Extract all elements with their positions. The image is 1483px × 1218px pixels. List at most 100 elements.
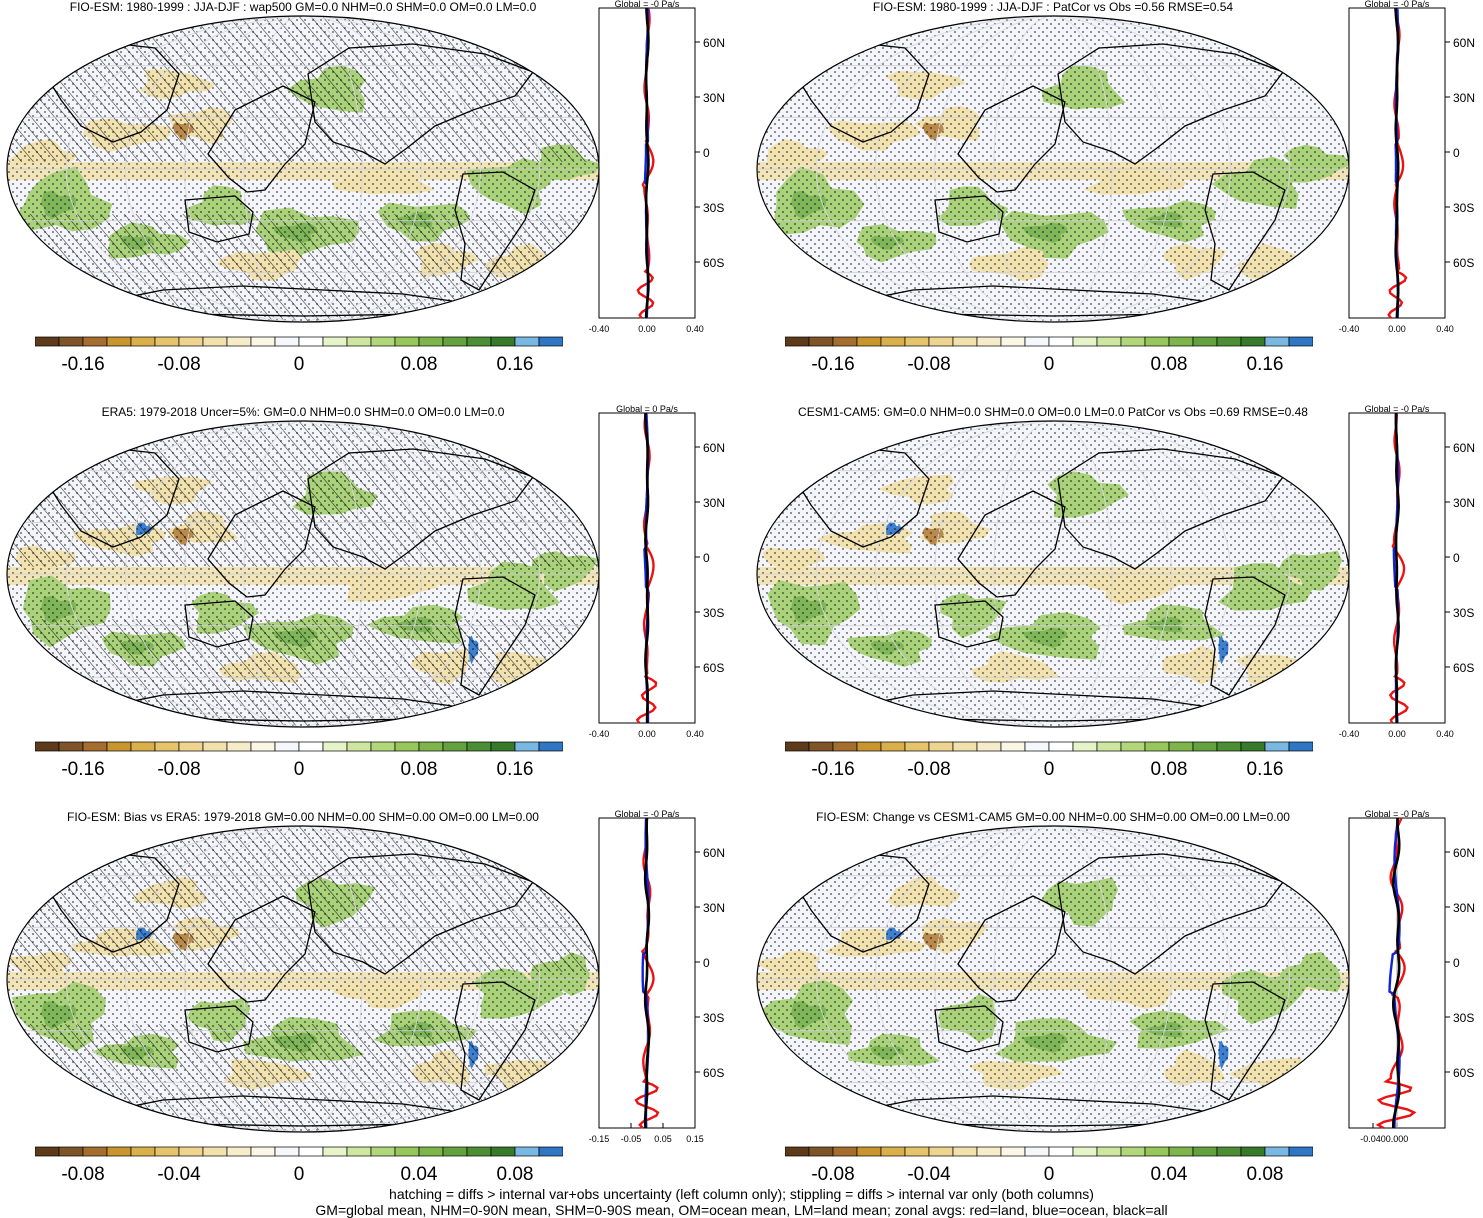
zonal-line-all (644, 412, 650, 724)
zonal-lat-label: 30N (1453, 91, 1475, 105)
zonal-lat-label: 60N (703, 846, 725, 860)
zonal-lat-label: 60S (703, 256, 724, 270)
colorbar-tick-label: -0.16 (61, 354, 104, 375)
zonal-plot-title: Global = -0 Pa/s (1365, 405, 1430, 414)
zonal-lat-label: 30N (1453, 901, 1475, 915)
colorbar: -0.08 -0.04 0 0.04 0.08 (785, 1146, 1313, 1185)
zonal-lat-label: 30S (703, 606, 724, 620)
panel-4: CESM1-CAM5: GM=0.0 NHM=0.0 SHM=0.0 OM=0.… (753, 405, 1483, 810)
zonal-x-tick-label: 0.00 (1388, 729, 1406, 739)
map-plot (6, 420, 600, 728)
colorbar-tick-label: -0.08 (907, 354, 950, 375)
colorbar-tick-label: 0.16 (497, 759, 534, 780)
zonal-line-all (1394, 412, 1400, 724)
map-plot (6, 825, 600, 1133)
zonal-lat-label: 0 (703, 146, 710, 160)
colorbar: -0.16 -0.08 0 0.08 0.16 (785, 336, 1313, 375)
panel-title: FIO-ESM: 1980-1999 : JJA-DJF : wap500 GM… (69, 0, 537, 14)
panel-3: ERA5: 1979-2018 Uncer=5%: GM=0.0 NHM=0.0… (3, 405, 743, 810)
colorbar-tick-label: 0.08 (1151, 759, 1188, 780)
zonal-lat-label: 0 (1453, 551, 1460, 565)
zonal-plot-title: Global = 0 Pa/s (616, 405, 678, 414)
zonal-plot-title: Global = -0 Pa/s (1365, 810, 1430, 819)
zonal-lat-label: 60S (703, 1066, 724, 1080)
zonal-lat-label: 30S (703, 201, 724, 215)
colorbar-tick-label: 0.04 (401, 1164, 438, 1185)
colorbar-tick-label: -0.04 (907, 1164, 951, 1185)
zonal-x-tick-label: 0.40 (1436, 324, 1454, 334)
colorbar-tick-label: 0 (1044, 354, 1055, 375)
footer-note-means: GM=global mean, NHM=0-90N mean, SHM=0-90… (315, 1202, 1168, 1218)
panel-6: FIO-ESM: Change vs CESM1-CAM5 GM=0.00 NH… (753, 810, 1483, 1215)
colorbar-tick-label: 0.08 (1247, 1164, 1284, 1185)
map-plot (6, 15, 600, 323)
zonal-lat-label: 0 (1453, 146, 1460, 160)
zonal-lat-label: 60N (1453, 441, 1475, 455)
footer-note-hatching: hatching = diffs > internal var+obs unce… (389, 1186, 1094, 1202)
colorbar: -0.16 -0.08 0 0.08 0.16 (35, 336, 563, 375)
zonal-x-tick-label: -0.05 (621, 1134, 642, 1144)
zonal-x-tick-label: 0.00 (1388, 324, 1406, 334)
map-plot (756, 420, 1350, 728)
map-plot (756, 825, 1350, 1133)
colorbar-tick-label: -0.08 (907, 759, 950, 780)
zonal-lat-label: 60N (1453, 36, 1475, 50)
zonal-x-tick-label: 0.00 (638, 729, 656, 739)
panel-2: FIO-ESM: 1980-1999 : JJA-DJF : PatCor vs… (753, 0, 1483, 405)
zonal-line-land (1388, 412, 1409, 724)
zonal-average-plot: Global = -0 Pa/s 60N 30N 0 30S 60S -0.40 0.00 0.… (1339, 405, 1475, 739)
zonal-lat-label: 60N (703, 36, 725, 50)
zonal-x-tick-label: 0.000 (1386, 1134, 1409, 1144)
zonal-x-tick-label: 0.40 (1436, 729, 1454, 739)
colorbar-tick-label: -0.08 (157, 354, 200, 375)
zonal-x-tick-label: 0.05 (654, 1134, 672, 1144)
colorbar-tick-label: 0.04 (1151, 1164, 1188, 1185)
panel-title: FIO-ESM: 1980-1999 : JJA-DJF : PatCor vs… (872, 0, 1234, 14)
colorbar-tick-label: 0 (294, 354, 305, 375)
zonal-lat-label: 60S (1453, 1066, 1474, 1080)
colorbar-tick-label: 0.16 (497, 354, 534, 375)
colorbar-tick-label: 0 (1044, 1164, 1055, 1185)
zonal-average-plot: Global = -0 Pa/s 60N 30N 0 30S 60S -0.040 0.000 (1348, 810, 1475, 1144)
colorbar-tick-label: 0 (1044, 759, 1055, 780)
zonal-x-tick-label: 0.40 (686, 729, 704, 739)
colorbar: -0.08 -0.04 0 0.04 0.08 (35, 1146, 563, 1185)
colorbar-tick-label: 0.16 (1247, 354, 1284, 375)
map-plot (756, 15, 1350, 323)
zonal-lat-label: 30N (703, 496, 725, 510)
zonal-lat-label: 30N (703, 91, 725, 105)
zonal-x-tick-label: -0.40 (1339, 324, 1360, 334)
colorbar-tick-label: -0.04 (157, 1164, 201, 1185)
colorbar: -0.16 -0.08 0 0.08 0.16 (35, 741, 563, 780)
colorbar-tick-label: -0.08 (157, 759, 200, 780)
colorbar-tick-label: -0.16 (61, 759, 104, 780)
zonal-lat-label: 60S (1453, 256, 1474, 270)
zonal-plot-title: Global = -0 Pa/s (615, 810, 680, 819)
panel-title: CESM1-CAM5: GM=0.0 NHM=0.0 SHM=0.0 OM=0.… (798, 405, 1308, 419)
zonal-average-plot: Global = -0 Pa/s 60N 30N 0 30S 60S -0.40 0.00 0.… (589, 0, 725, 334)
zonal-lat-label: 30S (703, 1011, 724, 1025)
zonal-x-tick-label: -0.40 (1339, 729, 1360, 739)
zonal-lat-label: 0 (1453, 956, 1460, 970)
zonal-x-tick-label: -0.40 (589, 729, 610, 739)
zonal-line-all (644, 7, 650, 319)
colorbar-tick-label: -0.08 (61, 1164, 104, 1185)
zonal-average-plot: Global = 0 Pa/s 60N 30N 0 30S 60S -0.40 0.00 0.4… (589, 405, 725, 739)
zonal-lat-label: 60S (1453, 661, 1474, 675)
panel-title: ERA5: 1979-2018 Uncer=5%: GM=0.0 NHM=0.0… (101, 405, 505, 419)
zonal-lat-label: 0 (703, 956, 710, 970)
zonal-x-tick-label: -0.15 (589, 1134, 610, 1144)
colorbar-tick-label: 0 (294, 759, 305, 780)
zonal-lat-label: 30S (1453, 201, 1474, 215)
colorbar-tick-label: -0.08 (811, 1164, 854, 1185)
zonal-lat-label: 60N (1453, 846, 1475, 860)
colorbar-tick-label: 0.08 (497, 1164, 534, 1185)
zonal-line-all (1391, 818, 1401, 1128)
panel-title: FIO-ESM: Bias vs ERA5: 1979-2018 GM=0.00… (67, 810, 539, 824)
zonal-plot-title: Global = -0 Pa/s (1365, 0, 1430, 9)
zonal-lat-label: 30N (1453, 496, 1475, 510)
colorbar-tick-label: 0.16 (1247, 759, 1284, 780)
panel-title: FIO-ESM: Change vs CESM1-CAM5 GM=0.00 NH… (816, 810, 1290, 824)
zonal-x-tick-label: 0.00 (638, 324, 656, 334)
colorbar-tick-label: 0.08 (401, 354, 438, 375)
